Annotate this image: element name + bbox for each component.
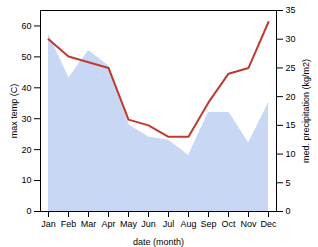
svg-text:40: 40 — [21, 83, 31, 93]
svg-text:Mar: Mar — [81, 219, 97, 229]
svg-text:10: 10 — [286, 149, 296, 159]
svg-text:Aug: Aug — [180, 219, 196, 229]
svg-text:May: May — [120, 219, 138, 229]
svg-text:15: 15 — [286, 120, 296, 130]
svg-text:20: 20 — [286, 92, 296, 102]
svg-text:Oct: Oct — [221, 219, 236, 229]
svg-text:max temp (C): max temp (C) — [9, 84, 19, 139]
svg-text:Apr: Apr — [101, 219, 115, 229]
svg-text:30: 30 — [286, 34, 296, 44]
svg-text:Feb: Feb — [61, 219, 77, 229]
svg-text:10: 10 — [21, 175, 31, 185]
svg-text:med. precipitation (kg/m2): med. precipitation (kg/m2) — [301, 59, 311, 163]
svg-text:35: 35 — [286, 5, 296, 15]
svg-text:Nov: Nov — [240, 219, 257, 229]
svg-text:5: 5 — [286, 178, 291, 188]
svg-text:0: 0 — [26, 206, 31, 216]
svg-text:50: 50 — [21, 52, 31, 62]
svg-text:60: 60 — [21, 21, 31, 31]
svg-text:date (month): date (month) — [133, 237, 184, 247]
svg-text:30: 30 — [21, 114, 31, 124]
svg-text:0: 0 — [286, 206, 291, 216]
svg-text:Dec: Dec — [260, 219, 277, 229]
svg-text:Sep: Sep — [200, 219, 216, 229]
svg-text:Jul: Jul — [163, 219, 175, 229]
svg-text:20: 20 — [21, 145, 31, 155]
svg-text:25: 25 — [286, 63, 296, 73]
svg-text:Jan: Jan — [41, 219, 56, 229]
svg-text:Jun: Jun — [141, 219, 156, 229]
